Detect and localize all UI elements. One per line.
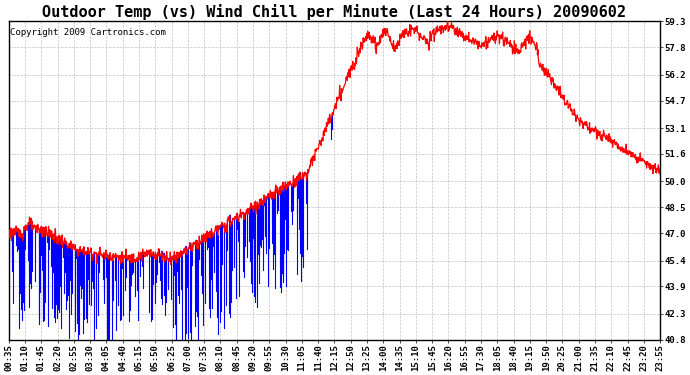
Text: Copyright 2009 Cartronics.com: Copyright 2009 Cartronics.com [10, 28, 166, 37]
Title: Outdoor Temp (vs) Wind Chill per Minute (Last 24 Hours) 20090602: Outdoor Temp (vs) Wind Chill per Minute … [42, 4, 627, 20]
